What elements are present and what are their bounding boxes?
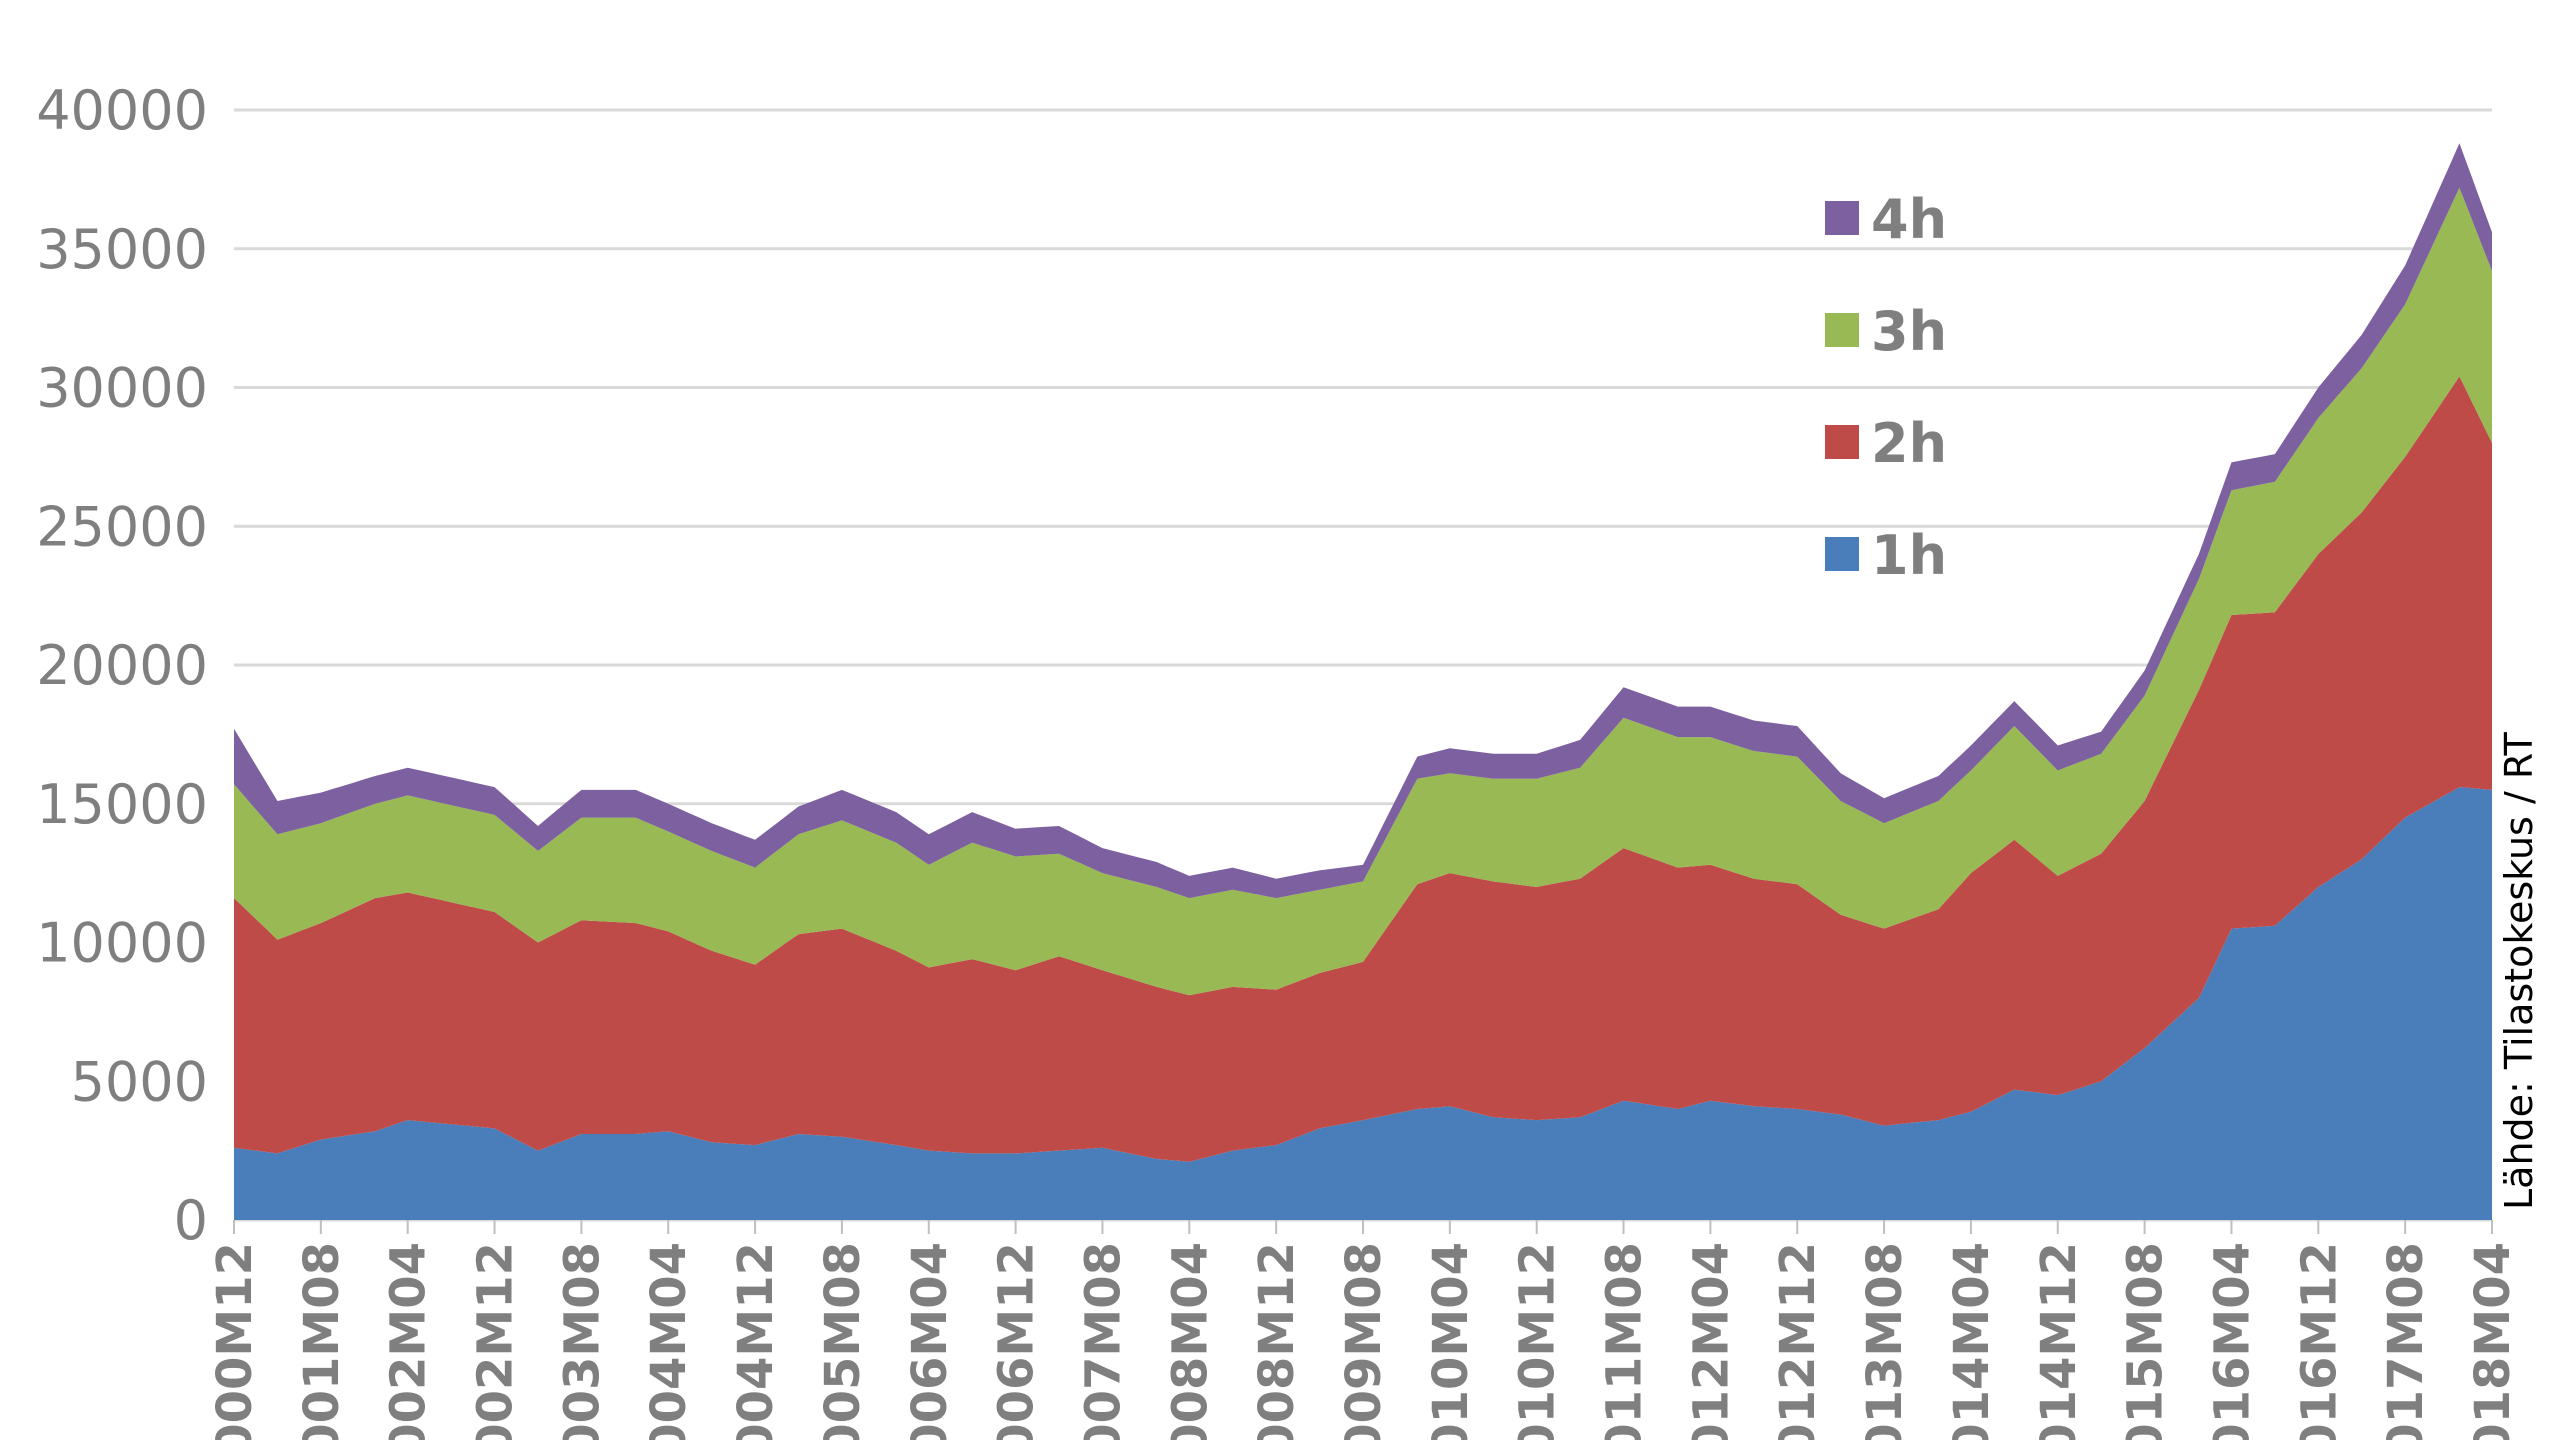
x-tick-label: 2002M12 — [468, 1242, 524, 1440]
y-axis-ticks: 0 5000 10000 15000 20000 25000 30000 35000 40000 — [36, 79, 208, 1252]
legend-label-2h: 2h — [1871, 412, 1947, 475]
legend-swatch-3h — [1825, 313, 1859, 347]
x-tick-label: 2012M04 — [1683, 1242, 1739, 1440]
x-tick-label: 2016M04 — [2205, 1242, 2261, 1440]
legend: 4h 3h 2h 1h — [1825, 188, 1947, 587]
x-tick-label: 2016M12 — [2291, 1242, 2347, 1440]
y-tick-label: 20000 — [36, 634, 208, 697]
y-tick-label: 10000 — [36, 912, 208, 975]
y-tick-label: 15000 — [36, 773, 208, 836]
y-tick-label: 5000 — [71, 1050, 208, 1113]
x-tick-label: 2000M12 — [207, 1242, 263, 1440]
x-tick-label: 2004M04 — [641, 1242, 697, 1440]
x-tick-label: 2018M04 — [2465, 1242, 2521, 1440]
x-tick-label: 2004M12 — [728, 1242, 784, 1440]
x-tick-label: 2005M08 — [815, 1242, 871, 1440]
y-tick-label: 30000 — [36, 357, 208, 420]
y-tick-label: 0 — [174, 1189, 208, 1252]
x-tick-label: 2015M08 — [2118, 1242, 2174, 1440]
area-series-1h — [234, 787, 2492, 1220]
x-tick-label: 2014M12 — [2031, 1242, 2087, 1440]
x-tick-label: 2017M08 — [2378, 1242, 2434, 1440]
x-tick-label: 2012M12 — [1770, 1242, 1826, 1440]
legend-label-3h: 3h — [1871, 300, 1947, 363]
x-tick-label: 2011M08 — [1597, 1242, 1653, 1440]
source-label: Lähde: Tilastokeskus / RT — [2497, 732, 2541, 1210]
x-tick-label: 2009M08 — [1336, 1242, 1392, 1440]
legend-swatch-4h — [1825, 201, 1859, 235]
y-tick-label: 35000 — [36, 218, 208, 281]
legend-label-4h: 4h — [1871, 188, 1947, 251]
legend-swatch-2h — [1825, 425, 1859, 459]
legend-swatch-1h — [1825, 537, 1859, 571]
x-tick-label: 2014M04 — [1944, 1242, 2000, 1440]
y-tick-label: 40000 — [36, 79, 208, 142]
x-tick-label: 2006M12 — [989, 1242, 1045, 1440]
x-tick-label: 2006M04 — [902, 1242, 958, 1440]
x-axis-ticks: 2000M12 2001M08 2002M04 2002M12 2003M08 2004M… — [207, 1220, 2521, 1440]
x-tick-label: 2013M08 — [1857, 1242, 1913, 1440]
legend-label-1h: 1h — [1871, 524, 1947, 587]
series-areas — [234, 143, 2492, 1220]
y-tick-label: 25000 — [36, 495, 208, 558]
x-tick-label: 2003M08 — [554, 1242, 610, 1440]
x-tick-label: 2002M04 — [381, 1242, 437, 1440]
x-tick-label: 2008M12 — [1249, 1242, 1305, 1440]
x-tick-label: 2001M08 — [294, 1242, 350, 1440]
area-series-2h — [234, 376, 2492, 1162]
x-tick-label: 2010M12 — [1510, 1242, 1566, 1440]
x-tick-label: 2008M04 — [1162, 1242, 1218, 1440]
x-tick-label: 2010M04 — [1423, 1242, 1479, 1440]
x-tick-label: 2007M08 — [1076, 1242, 1132, 1440]
